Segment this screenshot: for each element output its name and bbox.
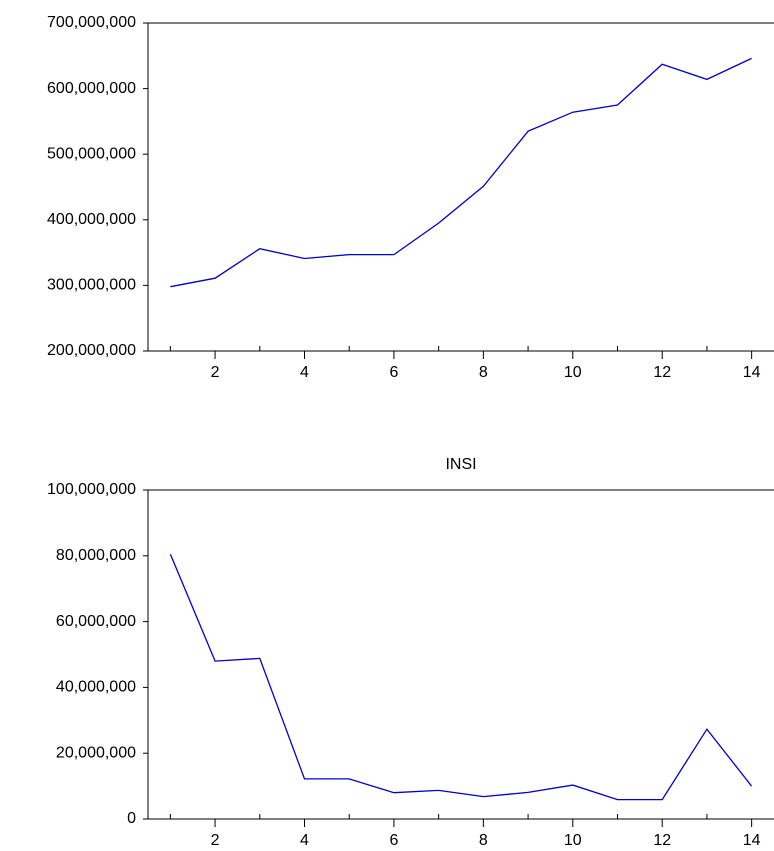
data-point: [303, 257, 306, 260]
data-point: [750, 57, 753, 60]
data-point: [348, 253, 351, 256]
data-point: [303, 777, 306, 780]
data-point: [482, 185, 485, 188]
data-point: [169, 285, 172, 288]
y-tick-label: 20,000,000: [56, 744, 136, 761]
y-tick-label: 60,000,000: [56, 613, 136, 630]
data-point: [661, 63, 664, 66]
data-point: [258, 247, 261, 250]
y-tick-label: 500,000,000: [47, 145, 136, 162]
data-point: [392, 791, 395, 794]
chart-title: INSI: [445, 456, 476, 473]
data-point: [169, 553, 172, 556]
data-point: [482, 795, 485, 798]
y-tick-label: 100,000,000: [47, 481, 136, 498]
data-point: [214, 660, 217, 663]
data-point: [527, 130, 530, 133]
x-tick-label: 8: [479, 832, 488, 849]
data-point: [571, 111, 574, 114]
data-point: [616, 104, 619, 107]
x-tick-label: 12: [653, 832, 671, 849]
x-tick-label: 8: [479, 364, 488, 381]
data-point: [616, 798, 619, 801]
x-tick-label: 10: [564, 364, 582, 381]
data-point: [437, 222, 440, 225]
x-tick-label: 4: [300, 832, 309, 849]
y-tick-label: 200,000,000: [47, 342, 136, 359]
x-tick-label: 10: [564, 832, 582, 849]
data-point: [705, 728, 708, 731]
data-point: [348, 777, 351, 780]
x-tick-label: 12: [653, 364, 671, 381]
series-line: [169, 553, 753, 801]
chart-upper: 200,000,000 300,000,000 400,000,000 500,000…: [47, 14, 774, 381]
data-point: [661, 798, 664, 801]
data-point: [571, 784, 574, 787]
x-tick-label: 2: [211, 364, 220, 381]
y-tick-label: 400,000,000: [47, 211, 136, 228]
data-point: [392, 253, 395, 256]
x-tick-label: 14: [743, 832, 761, 849]
data-point: [258, 657, 261, 660]
data-point: [750, 785, 753, 788]
series-line: [170, 57, 752, 288]
x-tick-label: 14: [743, 364, 761, 381]
y-tick-label: 700,000,000: [47, 14, 136, 31]
x-tick-label: 4: [300, 364, 309, 381]
y-tick-label: 40,000,000: [56, 679, 136, 696]
chart-insi: INSI 0 20,000,000 40,000,000 60,000,000 80,00…: [47, 456, 774, 849]
y-tick-label: 80,000,000: [56, 547, 136, 564]
x-tick-label: 6: [389, 832, 398, 849]
x-tick-label: 2: [211, 832, 220, 849]
data-point: [705, 78, 708, 81]
y-tick-label: 300,000,000: [47, 277, 136, 294]
data-point: [437, 789, 440, 792]
y-tick-label: 600,000,000: [47, 80, 136, 97]
data-point: [527, 791, 530, 794]
x-tick-label: 6: [389, 364, 398, 381]
data-point: [214, 277, 217, 280]
y-tick-label: 0: [127, 810, 136, 827]
